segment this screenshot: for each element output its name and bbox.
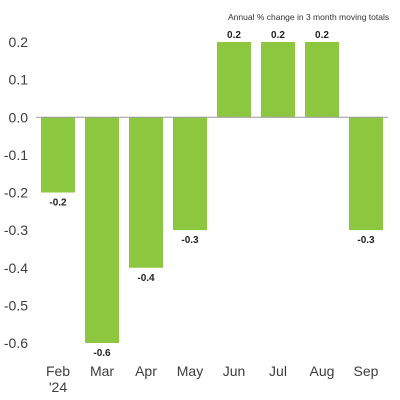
bar-value-label: 0.2 [227,30,241,41]
x-tick-label: Apr [135,363,157,379]
bar-value-label: 0.2 [315,30,329,41]
bars [41,42,383,343]
bar-value-label: 0.2 [271,30,285,41]
x-tick-label: Jul [269,363,287,379]
y-axis: 0.2 0.1 0.0 -0.1 -0.2 -0.3 -0.4 -0.5 -0.6 [4,34,28,351]
x-tick-label: Feb '24 [46,363,70,395]
bar-value-label: -0.3 [357,235,375,246]
data-labels: -0.2 -0.6 -0.4 -0.3 0.2 0.2 0.2 -0.3 [49,30,375,359]
y-tick-label: -0.2 [4,185,28,201]
bar [85,117,119,343]
y-tick-label: -0.6 [4,335,28,351]
y-tick-label: -0.5 [4,297,28,313]
bar-value-label: -0.6 [93,348,111,359]
bar [173,117,207,231]
y-tick-label: 0.1 [9,72,29,88]
bar-value-label: -0.2 [49,198,67,209]
y-tick-label: -0.3 [4,222,28,238]
bar-value-label: -0.4 [137,273,155,284]
chart-subtitle: Annual % change in 3 month moving totals [228,12,389,22]
y-tick-label: -0.4 [4,260,28,276]
bar [217,42,251,118]
bar [129,117,163,268]
bar [349,117,383,231]
bar [41,117,75,193]
x-tick-label: Sep [354,363,379,379]
x-tick-label: Aug [310,363,335,379]
x-tick-label: May [177,363,203,379]
bar [261,42,295,118]
y-tick-label: 0.2 [9,34,29,50]
bar [305,42,339,118]
y-tick-label: 0.0 [9,109,29,125]
x-tick-label: Mar [90,363,114,379]
bar-value-label: -0.3 [181,235,199,246]
y-tick-label: -0.1 [4,147,28,163]
x-tick-label: Jun [223,363,246,379]
x-axis: Feb '24 Mar Apr May Jun Jul Aug Sep [46,363,379,395]
